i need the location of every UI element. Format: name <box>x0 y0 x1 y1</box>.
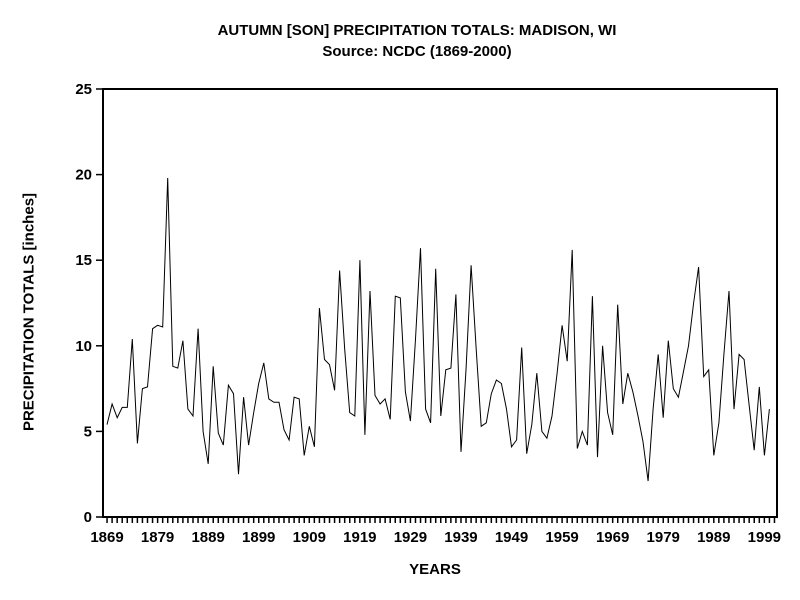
y-tick-label: 5 <box>84 423 92 440</box>
x-axis-title: YEARS <box>409 561 461 578</box>
y-tick-label: 10 <box>75 338 92 355</box>
x-tick-label: 1879 <box>141 529 174 546</box>
x-tick-label: 1899 <box>242 529 275 546</box>
x-tick-label: 1999 <box>748 529 781 546</box>
y-tick-label: 25 <box>75 81 92 98</box>
y-tick-label: 20 <box>75 167 92 184</box>
chart-subtitle: Source: NCDC (1869-2000) <box>322 43 512 60</box>
x-tick-label: 1959 <box>545 529 578 546</box>
x-tick-label: 1949 <box>495 529 528 546</box>
x-tick-label: 1989 <box>697 529 730 546</box>
x-tick-label: 1889 <box>191 529 224 546</box>
x-tick-label: 1909 <box>293 529 326 546</box>
x-tick-label: 1979 <box>647 529 680 546</box>
chart-title: AUTUMN [SON] PRECIPITATION TOTALS: MADIS… <box>217 22 617 39</box>
y-tick-label: 0 <box>84 509 92 526</box>
precipitation-series-line <box>106 177 770 482</box>
x-tick-label: 1869 <box>90 529 123 546</box>
x-tick-label: 1929 <box>394 529 427 546</box>
x-tick-label: 1939 <box>444 529 477 546</box>
x-tick-label: 1919 <box>343 529 376 546</box>
x-tick-label: 1969 <box>596 529 629 546</box>
y-tick-label: 15 <box>75 252 92 269</box>
axis-box <box>102 88 778 518</box>
